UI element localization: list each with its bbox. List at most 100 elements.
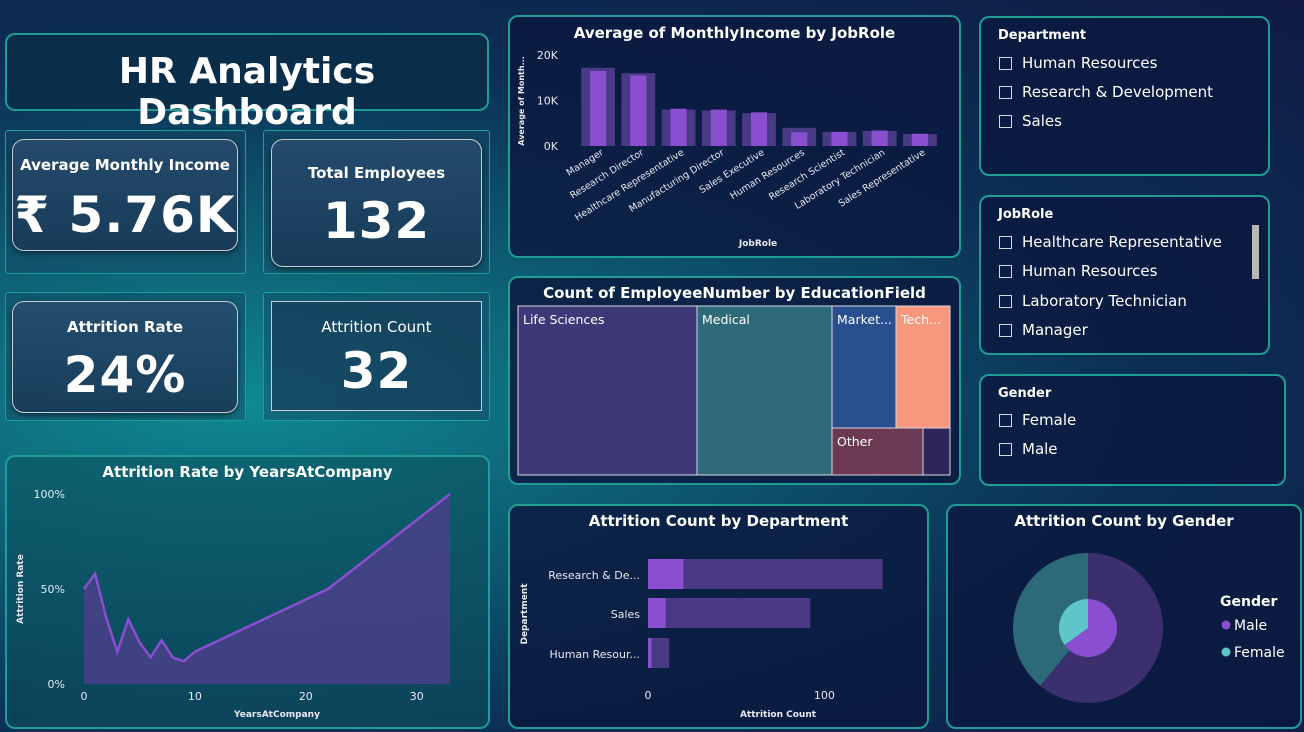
jobrole-scrollbar[interactable] [1252, 225, 1259, 279]
kpi-attrition-rate-value: 24% [63, 346, 187, 404]
y-tick-label: 50% [41, 583, 65, 596]
bar-background [648, 638, 670, 668]
legend-marker [1221, 647, 1231, 657]
checkbox-icon[interactable] [999, 323, 1012, 337]
x-tick-label: 0 [645, 689, 652, 702]
kpi-attrition-count-label: Attrition Count [321, 318, 432, 336]
department-option[interactable]: Sales [999, 112, 1062, 130]
department-option[interactable]: Research & Development [999, 83, 1213, 101]
attrition-department-chart: Research & De... Sales Human Resour... 0 100… [520, 559, 883, 720]
checkbox-icon[interactable] [999, 85, 1012, 99]
checkbox-icon[interactable] [999, 56, 1012, 70]
gender-slicer: Gender Female Male [979, 374, 1286, 486]
checkbox-icon[interactable] [999, 294, 1012, 308]
y-tick-label: Human Resour... [549, 648, 640, 661]
bar [831, 131, 848, 146]
legend-label: Female [1234, 645, 1285, 661]
department-slicer: Department Human Resources Research & De… [979, 16, 1270, 176]
jobrole-slicer: JobRole Healthcare Representative Human … [979, 195, 1270, 355]
kpi-avg-income-label: Average Monthly Income [20, 156, 230, 174]
y-tick-label: 0K [544, 140, 559, 153]
jobrole-option[interactable]: Healthcare Representative [999, 233, 1222, 251]
x-tick-label: 30 [410, 690, 424, 703]
income-by-role-panel[interactable]: Average of MonthlyIncome by JobRole 0K 10… [508, 15, 961, 258]
treemap-tile [517, 305, 698, 476]
series-line [82, 493, 451, 663]
bar [648, 559, 684, 589]
bar [670, 108, 687, 146]
treemap-label: Market... [837, 312, 892, 327]
x-tick-label: 100 [814, 689, 835, 702]
kpi-avg-income-card: Average Monthly Income ₹ 5.76K [5, 130, 246, 274]
department-slicer-title: Department [998, 28, 1087, 43]
kpi-attrition-count-inner[interactable]: Attrition Count 32 [271, 301, 482, 411]
attrition-years-title: Attrition Rate by YearsAtCompany [102, 463, 393, 481]
checkbox-icon[interactable] [999, 114, 1012, 128]
y-tick-label: 0% [48, 678, 65, 691]
treemap-tile [831, 427, 924, 476]
kpi-total-employees-inner[interactable]: Total Employees 132 [271, 139, 482, 267]
x-tick-label: 20 [299, 690, 313, 703]
kpi-total-employees-value: 132 [322, 192, 431, 250]
legend-marker [1221, 620, 1231, 630]
gender-option[interactable]: Male [999, 440, 1058, 458]
kpi-attrition-rate-card: Attrition Rate 24% [5, 292, 246, 421]
kpi-attrition-rate-label: Attrition Rate [66, 318, 184, 336]
treemap-tile [895, 305, 951, 429]
x-tick-label: 0 [81, 690, 88, 703]
gender-option[interactable]: Female [999, 411, 1076, 429]
kpi-attrition-count-value: 32 [340, 342, 413, 400]
y-axis-label: Department [520, 583, 530, 645]
bar [710, 109, 727, 146]
kpi-total-employees-label: Total Employees [307, 164, 446, 182]
bar [630, 75, 647, 146]
x-axis-label: JobRole [738, 239, 777, 249]
treemap-label: Medical [702, 312, 750, 327]
treemap-tile [831, 305, 897, 429]
x-axis-label: YearsAtCompany [233, 710, 320, 720]
treemap-label: Other [837, 434, 873, 449]
income-chart-title: Average of MonthlyIncome by JobRole [573, 24, 896, 42]
treemap-label: Life Sciences [523, 312, 604, 327]
gender-slicer-title: Gender [998, 386, 1052, 401]
treemap-tile [922, 427, 951, 476]
y-tick-label: 100% [34, 488, 65, 501]
x-axis-label: Attrition Count [740, 710, 817, 720]
treemap-tile [696, 305, 833, 476]
jobrole-option[interactable]: Manager [999, 321, 1088, 339]
bar [648, 638, 652, 668]
dashboard-title: HR Analytics Dashboard [118, 51, 376, 133]
checkbox-icon[interactable] [999, 442, 1012, 456]
pie-slice-inner [1059, 599, 1088, 646]
y-tick-label: Sales [611, 608, 641, 621]
kpi-attrition-rate-inner[interactable]: Attrition Rate 24% [12, 301, 238, 413]
checkbox-icon[interactable] [999, 235, 1012, 249]
bar [590, 70, 607, 146]
y-tick-label: 20K [537, 49, 559, 62]
bar [791, 132, 808, 146]
legend-label: Male [1234, 618, 1267, 634]
treemap-label: Tech... [900, 312, 941, 327]
attrition-years-panel[interactable]: Attrition Rate by YearsAtCompany 0% 50% 10… [5, 455, 490, 729]
kpi-avg-income-inner[interactable]: Average Monthly Income ₹ 5.76K [12, 139, 238, 251]
checkbox-icon[interactable] [999, 413, 1012, 427]
bar-background [648, 598, 811, 628]
education-treemap-panel[interactable]: Count of EmployeeNumber by EducationFiel… [508, 276, 961, 485]
department-option[interactable]: Human Resources [999, 54, 1157, 72]
bar [648, 598, 666, 628]
y-axis-label: Average of Month... [517, 56, 526, 145]
treemap-title: Count of EmployeeNumber by EducationFiel… [543, 284, 926, 302]
legend-title: Gender [1220, 594, 1277, 610]
jobrole-option[interactable]: Human Resources [999, 262, 1157, 280]
jobrole-slicer-title: JobRole [998, 207, 1054, 222]
kpi-total-employees-card: Total Employees 132 [263, 130, 490, 274]
attrition-gender-panel[interactable]: Attrition Count by Gender Gender Male Fema… [946, 504, 1302, 729]
bar [871, 130, 888, 146]
checkbox-icon[interactable] [999, 264, 1012, 278]
education-treemap: Life Sciences Medical Market... Tech... Othe… [517, 305, 951, 476]
attrition-years-chart: 0% 50% 100% 0 10 20 30 Attrition Rate YearsAtCom… [16, 488, 451, 720]
attrition-department-panel[interactable]: Attrition Count by Department Research &… [508, 504, 929, 729]
pie-slice-inner [1064, 599, 1117, 657]
jobrole-option[interactable]: Laboratory Technician [999, 292, 1187, 310]
